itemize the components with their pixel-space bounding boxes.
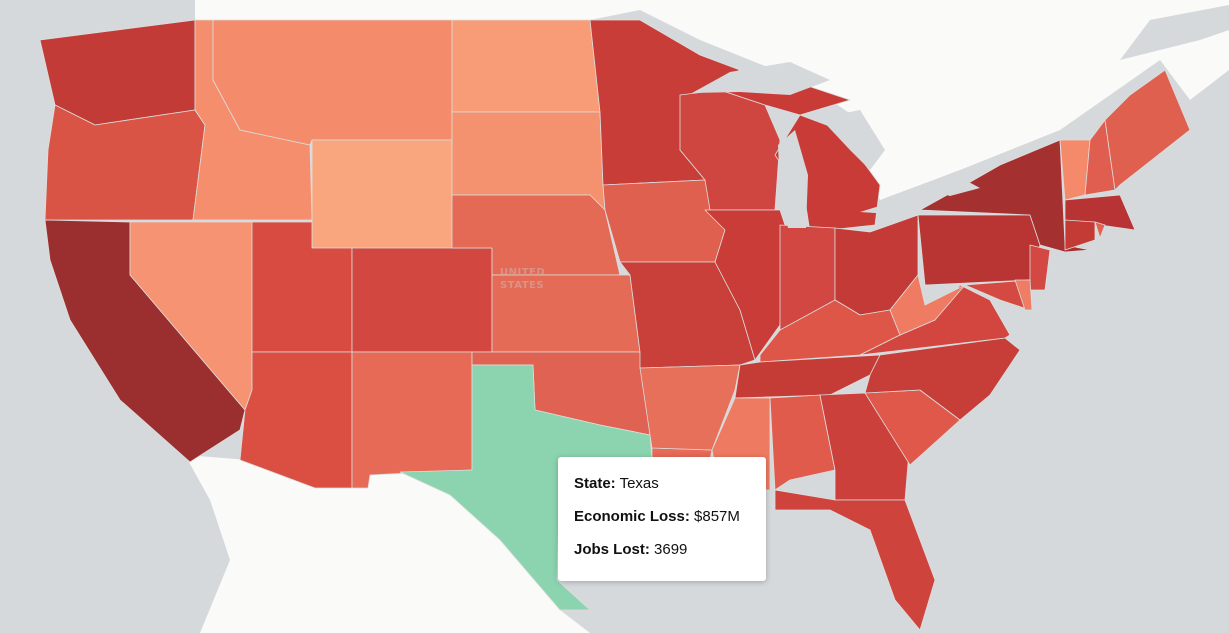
state-il[interactable] bbox=[704, 209, 786, 361]
state-tooltip: State: Texas Economic Loss: $857M Jobs L… bbox=[558, 457, 766, 581]
country-label: UNITED STATES bbox=[500, 266, 545, 292]
country-label-line1: UNITED bbox=[500, 267, 546, 278]
tooltip-state-row: State: Texas bbox=[574, 475, 750, 492]
states-layer bbox=[39, 19, 1191, 631]
country-label-line2: STATES bbox=[500, 280, 545, 291]
tooltip-jobs-row: Jobs Lost: 3699 bbox=[574, 541, 750, 558]
state-nc[interactable] bbox=[864, 337, 1021, 421]
loss-label: Economic Loss: bbox=[574, 508, 690, 525]
state-tn[interactable] bbox=[734, 354, 881, 399]
state-tx[interactable] bbox=[399, 364, 653, 611]
state-wy[interactable] bbox=[311, 139, 453, 249]
jobs-value: 3699 bbox=[654, 541, 688, 558]
jobs-label: Jobs Lost: bbox=[574, 541, 650, 558]
state-ct[interactable] bbox=[1064, 219, 1096, 251]
state-al[interactable] bbox=[769, 394, 836, 491]
state-fl[interactable] bbox=[774, 489, 936, 631]
state-nd[interactable] bbox=[451, 19, 601, 113]
state-or[interactable] bbox=[44, 104, 206, 221]
loss-value: $857M bbox=[694, 508, 740, 525]
state-nm[interactable] bbox=[351, 351, 473, 489]
state-mt[interactable] bbox=[212, 19, 453, 146]
state-de[interactable] bbox=[1014, 279, 1033, 311]
lakes bbox=[692, 62, 980, 228]
state-ri[interactable] bbox=[1094, 221, 1106, 239]
state-value: Texas bbox=[619, 475, 659, 492]
state-ny[interactable] bbox=[919, 139, 1091, 253]
tooltip-loss-row: Economic Loss: $857M bbox=[574, 508, 750, 525]
state-me[interactable] bbox=[1104, 69, 1191, 191]
land-background bbox=[185, 0, 1229, 633]
state-nj[interactable] bbox=[1029, 244, 1051, 291]
state-pa[interactable] bbox=[917, 214, 1041, 286]
state-label: State: bbox=[574, 475, 616, 492]
state-co[interactable] bbox=[351, 247, 493, 353]
